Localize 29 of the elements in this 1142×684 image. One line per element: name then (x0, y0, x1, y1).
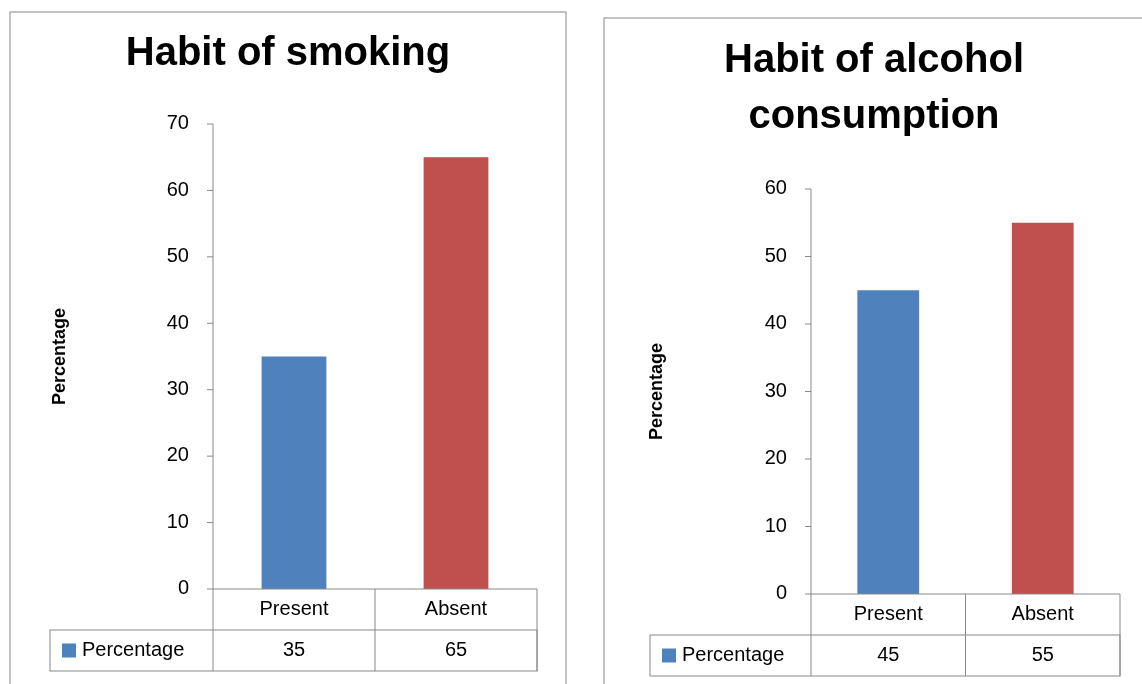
data-label: 65 (444, 637, 468, 660)
y-tick-label: 0 (775, 581, 787, 604)
y-tick-label: 20 (764, 446, 787, 469)
y-tick-label: 20 (166, 443, 189, 466)
y-axis-title: Percentage (645, 342, 666, 441)
x-tick-label: Present (853, 601, 924, 624)
x-tick-label: Absent (424, 596, 488, 619)
y-tick-label: 0 (177, 576, 189, 599)
y-tick-label: 30 (166, 377, 189, 399)
y-tick-label: 40 (166, 310, 189, 333)
legend-label: Percentage (682, 642, 785, 665)
data-label: 45 (877, 642, 900, 665)
y-tick-label: 10 (764, 513, 787, 536)
y-tick-label: 70 (166, 111, 189, 134)
data-label: 35 (282, 637, 306, 660)
y-tick-label: 10 (166, 509, 189, 532)
y-tick-label: 50 (166, 244, 189, 267)
chart-title: Habit of alcohol consumption (724, 36, 1024, 136)
y-tick-label: 50 (764, 243, 787, 266)
x-tick-label: Absent (1011, 601, 1075, 624)
chart-title: Habit of smoking (125, 29, 451, 73)
y-tick-label: 40 (764, 311, 787, 334)
y-tick-label: 60 (166, 177, 189, 200)
x-tick-label: Present (259, 596, 329, 619)
data-label: 55 (1031, 642, 1054, 665)
legend-label: Percentage (82, 637, 185, 660)
y-tick-label: 60 (764, 176, 787, 199)
y-axis-title: Percentage (48, 307, 69, 406)
y-tick-label: 30 (764, 378, 787, 401)
